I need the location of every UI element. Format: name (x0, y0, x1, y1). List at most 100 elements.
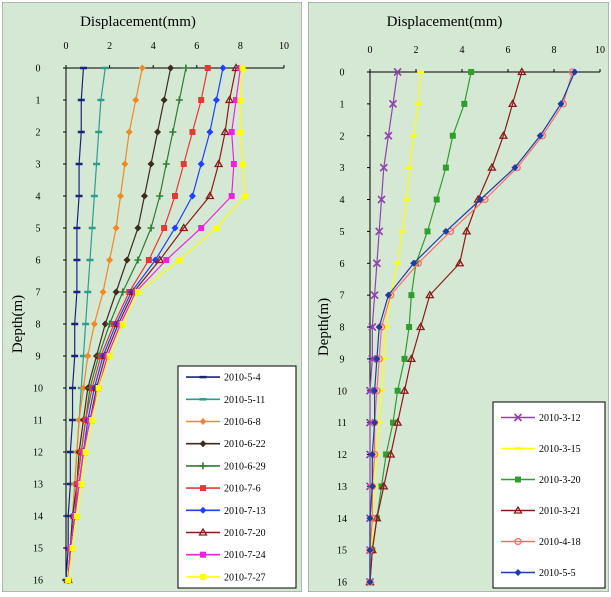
data-point (89, 417, 96, 423)
data-point (189, 129, 196, 135)
data-point (239, 65, 246, 71)
y-tick-label: 5 (36, 224, 41, 235)
y-tick-label: 8 (36, 320, 41, 331)
data-point (75, 416, 83, 424)
y-tick-label: 13 (337, 482, 347, 493)
y-tick-label: 9 (340, 354, 345, 365)
data-point (468, 69, 475, 75)
legend-swatch-marker (199, 506, 207, 514)
legend-box (177, 365, 297, 589)
data-point (204, 65, 211, 71)
x-tick-label: 6 (506, 45, 511, 56)
data-point (106, 256, 114, 264)
data-point (162, 160, 170, 168)
data-point (370, 291, 379, 300)
legend-swatch-marker (200, 551, 206, 558)
y-tick-label: 3 (340, 163, 345, 174)
data-point (84, 352, 92, 360)
x-tick-label: 4 (460, 45, 465, 56)
y-tick-label: 7 (340, 291, 345, 302)
data-point (384, 131, 393, 140)
data-point (228, 129, 235, 135)
data-point (123, 256, 131, 264)
legend-label: 2010-3-21 (539, 506, 581, 517)
data-point (198, 97, 205, 103)
data-point (112, 288, 120, 296)
data-point (461, 226, 472, 235)
x-tick-label: 10 (595, 45, 605, 56)
data-point (424, 228, 431, 235)
data-point (95, 385, 102, 391)
legend-label: 2010-5-11 (224, 395, 265, 406)
data-point (384, 291, 392, 299)
x-tick-label: 2 (107, 41, 112, 52)
y-tick-label: 7 (36, 288, 41, 299)
data-point (175, 96, 183, 104)
y-tick-label: 2 (36, 128, 41, 139)
data-point (121, 160, 129, 168)
series-2010-7-27 (65, 65, 248, 583)
data-point (536, 132, 544, 140)
legend-swatch-marker (514, 569, 522, 576)
data-point (145, 257, 152, 263)
y-tick-label: 15 (337, 546, 347, 557)
y-tick-label: 11 (33, 416, 43, 427)
legend-swatch-marker (513, 505, 523, 514)
data-point (213, 159, 224, 168)
data-point (147, 160, 155, 168)
x-tick-label: 4 (151, 41, 156, 52)
data-point (239, 161, 246, 167)
data-point (383, 451, 390, 458)
legend-swatch-marker (513, 413, 523, 422)
data-point (455, 258, 465, 267)
data-point (368, 322, 377, 332)
y-tick-label: 0 (36, 64, 41, 75)
data-point (388, 99, 398, 108)
data-point (224, 95, 235, 104)
data-point (197, 160, 205, 168)
chart-svg: Displacement(mm)0 2 4 6 8 1001234567891011121… (1, 1, 303, 593)
y-tick-label: 15 (33, 544, 43, 555)
data-point (507, 99, 518, 108)
data-point (410, 259, 418, 267)
x-tick-label: 6 (194, 41, 199, 52)
data-point (366, 578, 374, 586)
data-point (390, 419, 396, 426)
data-point (371, 419, 379, 427)
data-point (408, 292, 415, 299)
data-point (461, 100, 468, 107)
legend-swatch-marker (199, 462, 207, 470)
data-point (379, 163, 388, 172)
data-point (366, 514, 374, 522)
y-tick-label: 14 (337, 514, 347, 525)
data-point (371, 387, 379, 395)
data-point (134, 289, 141, 295)
y-tick-label: 1 (340, 99, 345, 110)
data-point (487, 162, 497, 171)
data-point (377, 195, 386, 204)
data-point (392, 417, 403, 426)
data-point (147, 224, 155, 232)
legend-swatch-marker (200, 573, 206, 580)
data-point (161, 225, 168, 231)
data-point (476, 196, 484, 203)
data-point (73, 513, 80, 519)
data-point (394, 387, 401, 394)
data-point (125, 128, 133, 136)
data-point (365, 386, 375, 395)
data-point (154, 128, 162, 136)
data-point (156, 192, 164, 200)
y-tick-label: 16 (337, 578, 347, 589)
chart-panel-right: Displacement(mm) 0 2 4 6 8 10 0 1 2 3 4 5 6 7 8 9 10 11 12 1… (307, 1, 610, 593)
y-tick-label: 1 (36, 96, 41, 107)
x-tick-label: 10 (279, 41, 289, 52)
data-point (379, 481, 389, 490)
legend-box (492, 401, 606, 589)
data-point (237, 97, 244, 103)
legend-swatch-marker (199, 418, 207, 425)
data-point (205, 191, 215, 200)
series-2010-3-21 (365, 67, 527, 586)
data-point (373, 355, 381, 363)
data-point (106, 353, 113, 359)
data-point (171, 224, 179, 232)
